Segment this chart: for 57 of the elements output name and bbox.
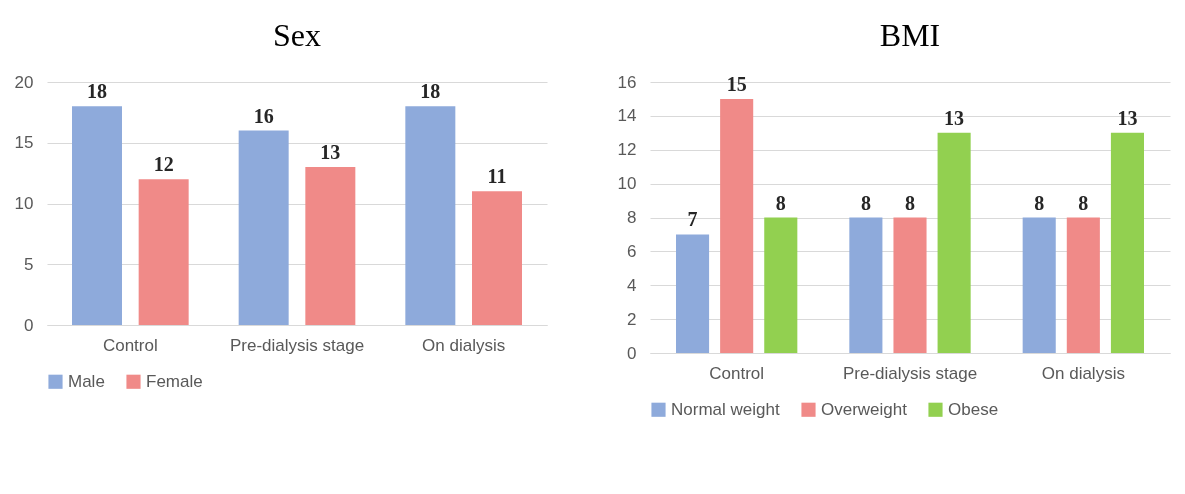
data-label: 13: [944, 106, 965, 129]
bar: [305, 167, 356, 325]
legend-label: Overweight: [821, 399, 908, 419]
data-label: 8: [1034, 191, 1045, 214]
chart-title: Sex: [273, 17, 321, 53]
bar: [1022, 217, 1056, 353]
x-tick-label: Pre-dialysis stage: [229, 335, 365, 355]
bar: [138, 179, 189, 325]
bar: [238, 130, 289, 325]
bar: [720, 98, 754, 353]
y-tick-label: 0: [24, 315, 34, 335]
x-tick-label: Pre-dialysis stage: [842, 363, 978, 383]
data-label: 13: [320, 141, 341, 164]
x-tick-label: On dialysis: [1041, 363, 1125, 383]
y-tick-label: 0: [627, 343, 637, 363]
bar: [1066, 217, 1100, 353]
x-tick-label: Control: [709, 363, 765, 383]
data-label: 8: [860, 191, 871, 214]
data-label: 18: [420, 80, 441, 103]
data-label: 15: [726, 72, 747, 95]
y-tick-label: 6: [627, 241, 637, 261]
legend-label: Female: [146, 371, 203, 391]
bar: [1110, 132, 1144, 353]
data-label: 12: [153, 153, 174, 176]
y-tick-label: 16: [617, 72, 637, 92]
x-tick-label: Control: [102, 335, 158, 355]
legend-label: Obese: [948, 399, 999, 419]
bar: [472, 191, 522, 325]
x-tick-label: On dialysis: [422, 335, 506, 355]
y-tick-label: 10: [14, 194, 34, 213]
chart-title: BMI: [879, 17, 941, 53]
data-label: 8: [1078, 191, 1089, 214]
y-tick-label: 20: [14, 72, 34, 92]
data-label: 13: [1117, 106, 1138, 129]
data-label: 11: [487, 165, 507, 188]
bar: [893, 217, 927, 353]
data-label: 8: [775, 191, 786, 214]
data-label: 7: [687, 208, 698, 231]
legend-label: Male: [68, 371, 105, 391]
y-tick-label: 12: [617, 140, 637, 160]
y-tick-label: 10: [617, 174, 637, 194]
legend-label: Normal weight: [671, 399, 780, 419]
bar: [849, 217, 883, 353]
y-tick-label: 15: [14, 133, 34, 153]
bar: [676, 234, 710, 353]
data-label: 8: [905, 191, 915, 214]
bar: [405, 106, 456, 325]
data-label: 18: [87, 80, 107, 103]
y-tick-label: 4: [627, 275, 637, 295]
bar: [937, 132, 971, 353]
y-tick-label: 5: [24, 254, 34, 274]
bar: [764, 217, 798, 353]
y-tick-label: 8: [627, 208, 637, 227]
y-tick-label: 2: [627, 309, 637, 329]
data-label: 16: [253, 104, 274, 127]
bar: [72, 106, 122, 325]
y-tick-label: 14: [617, 106, 637, 126]
